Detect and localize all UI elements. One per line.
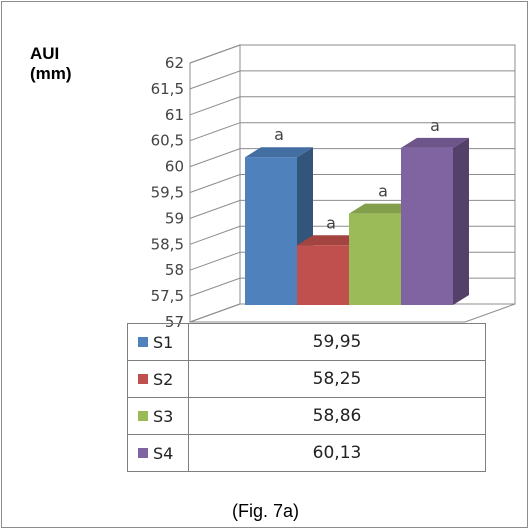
legend-series-name: S1 <box>153 332 174 352</box>
bar-s1 <box>245 157 297 305</box>
data-table: S1 59,95 S2 58,25 S3 58,86 S4 60,13 <box>127 323 486 472</box>
y-tick-label: 59 <box>165 209 184 227</box>
value-cell: 59,95 <box>188 323 486 361</box>
bar-top-s2 <box>297 235 365 246</box>
legend-series-name: S3 <box>153 406 174 426</box>
legend-cell: S1 <box>127 323 189 361</box>
y-tick-label: 60,5 <box>151 132 184 150</box>
bar-s2 <box>297 245 349 305</box>
y-tick-label: 58,5 <box>151 235 184 253</box>
y-tick-label: 58 <box>165 261 184 279</box>
legend-swatch <box>138 448 148 458</box>
y-tick-label: 57,5 <box>151 287 184 305</box>
legend-swatch <box>138 411 148 421</box>
floor <box>189 303 516 323</box>
significance-label: a <box>274 125 284 144</box>
bar-side-s4 <box>453 137 469 305</box>
gridline <box>189 122 515 142</box>
bar-top-s3 <box>349 203 417 214</box>
significance-label: a <box>430 116 440 135</box>
value-cell: 60,13 <box>188 434 486 472</box>
gridline <box>189 96 515 116</box>
y-tick-label: 61 <box>165 106 184 124</box>
table-row: S1 59,95 <box>127 323 486 361</box>
y-tick-label: 59,5 <box>151 184 184 202</box>
bar-s3 <box>349 213 401 305</box>
bar-top-s4 <box>401 137 469 148</box>
y-axis-label-line2: (mm) <box>30 64 72 83</box>
legend-swatch <box>138 337 148 347</box>
legend-series-name: S4 <box>153 443 174 463</box>
legend-swatch <box>138 374 148 384</box>
gridline <box>189 70 515 90</box>
significance-label: a <box>378 182 388 201</box>
legend-cell: S4 <box>127 434 189 472</box>
bar-s4 <box>401 147 453 305</box>
y-axis-label-line1: AUI <box>30 44 60 63</box>
bar-top-s1 <box>245 147 313 158</box>
gridline <box>189 44 515 64</box>
y-tick-label: 62 <box>165 54 184 72</box>
value-cell: 58,86 <box>188 397 486 435</box>
legend-cell: S2 <box>127 360 189 398</box>
legend-cell: S3 <box>127 397 189 435</box>
y-tick-label: 60 <box>165 158 184 176</box>
y-tick-label: 61,5 <box>151 80 184 98</box>
legend-series-name: S2 <box>153 369 174 389</box>
table-row: S2 58,25 <box>127 360 486 398</box>
table-row: S4 60,13 <box>127 434 486 472</box>
value-cell: 58,25 <box>188 360 486 398</box>
table-row: S3 58,86 <box>127 397 486 435</box>
figure-caption: (Fig. 7a) <box>231 501 300 521</box>
significance-label: a <box>326 213 336 232</box>
